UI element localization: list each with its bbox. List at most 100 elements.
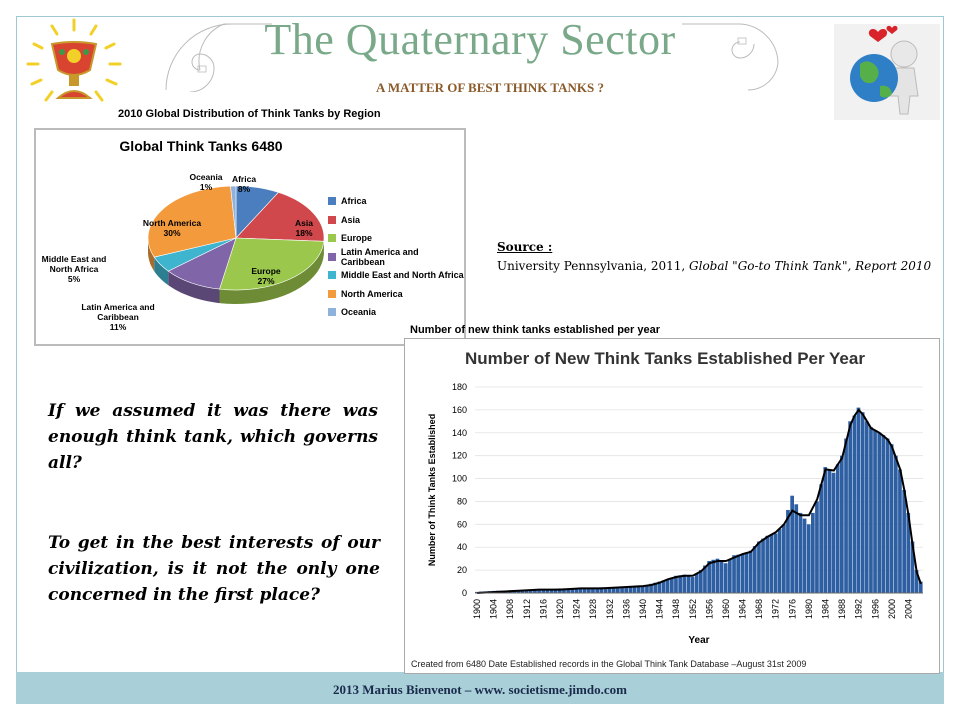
x-tick-label: 2000 (887, 599, 897, 619)
y-tick-label: 0 (462, 588, 467, 598)
y-axis-label: Number of Think Tanks Established (427, 414, 437, 566)
golden-spiral-icon (165, 23, 272, 92)
legend-swatch (328, 252, 336, 261)
bar (682, 574, 687, 593)
bar (761, 538, 765, 593)
pie-legend: Africa Asia Europe Latin America and Caribb… (328, 192, 464, 322)
bar (902, 490, 906, 593)
bar (636, 586, 641, 593)
bar (864, 421, 869, 593)
bar (545, 589, 550, 593)
bar (877, 432, 882, 593)
bar (549, 588, 554, 593)
bar (773, 533, 778, 593)
bar (616, 587, 620, 593)
bar (765, 535, 770, 593)
bar (852, 415, 857, 593)
pie-slice-label: Africa 8% (231, 174, 257, 194)
bar (794, 504, 799, 593)
bar (645, 585, 649, 593)
y-tick-label: 60 (457, 519, 467, 529)
bar (752, 546, 757, 593)
pie-slice-side (148, 238, 155, 272)
golden-chalice-icon (26, 18, 122, 102)
legend-swatch (328, 289, 336, 298)
bar (541, 589, 546, 593)
pie-legend-item: Latin America and Caribbean (328, 247, 464, 267)
legend-label: Europe (341, 233, 373, 244)
bar (835, 464, 840, 594)
bar (790, 495, 794, 593)
bar-chart-note: Created from 6480 Date Established recor… (411, 659, 807, 669)
bar (674, 575, 678, 593)
x-tick-label: 1936 (621, 599, 631, 619)
y-tick-label: 20 (457, 565, 467, 575)
bar (558, 588, 562, 593)
pie-slice-europe (219, 237, 325, 291)
footer-bar (16, 672, 944, 704)
pie-slice-label: Asia 18% (295, 218, 313, 238)
pie-chart-title: Global Think Tanks 6480 (119, 138, 283, 154)
bar (595, 587, 599, 593)
bar (740, 554, 745, 593)
bar (570, 588, 575, 593)
bar (516, 590, 521, 593)
bar (533, 589, 537, 593)
bar (831, 472, 836, 593)
bar (694, 573, 699, 593)
x-tick-label: 1984 (821, 599, 831, 619)
bar (599, 587, 604, 593)
bar (889, 444, 894, 593)
pie-legend-item: Asia (328, 211, 464, 230)
x-tick-label: 1956 (704, 599, 714, 619)
legend-swatch (328, 271, 336, 280)
pie-slice-label: North America 30% (142, 218, 202, 238)
pie-slice-label: Middle East and North Africa 5% (41, 254, 107, 284)
question-1: If we assumed it was there was enough th… (48, 401, 378, 473)
bar (786, 510, 790, 593)
pie-slice-label: Oceania 1% (189, 172, 223, 192)
pie-caption: 2010 Global Distribution of Think Tanks … (118, 108, 381, 120)
legend-label: Asia (341, 214, 361, 225)
y-tick-label: 100 (452, 474, 467, 484)
bar (711, 559, 716, 593)
y-tick-label: 160 (452, 405, 467, 415)
bar (665, 579, 670, 593)
bar (848, 421, 852, 593)
legend-label: Middle East and North Africa (341, 270, 464, 281)
source-label: Source : (497, 240, 553, 254)
x-tick-label: 1912 (522, 599, 532, 619)
bar (777, 528, 782, 593)
y-tick-label: 140 (452, 428, 467, 438)
bar (869, 427, 873, 593)
bar (537, 589, 541, 593)
pie-slice-side (219, 241, 324, 304)
bar (744, 552, 749, 593)
x-tick-label: 1952 (688, 599, 698, 619)
bar (707, 561, 711, 593)
bar (678, 575, 682, 593)
trend-line (477, 408, 922, 594)
bar (815, 501, 819, 593)
pie-slice-label: Europe 27% (251, 266, 281, 286)
bar (649, 583, 653, 593)
bar (719, 561, 724, 593)
bar (873, 430, 877, 593)
bar (607, 587, 612, 593)
y-tick-label: 40 (457, 542, 467, 552)
bar (732, 555, 736, 593)
bar (806, 524, 811, 593)
bar (578, 588, 583, 593)
x-tick-label: 1928 (588, 599, 598, 619)
bar (574, 588, 579, 593)
bar (881, 435, 886, 593)
bar (657, 581, 662, 593)
bar (918, 581, 923, 593)
x-tick-label: 1924 (572, 599, 582, 619)
bar (628, 586, 633, 593)
person-hugging-globe-icon (834, 24, 940, 120)
pie-legend-item: Europe (328, 229, 464, 248)
bar (582, 588, 587, 593)
y-tick-label: 180 (452, 382, 467, 392)
bar (728, 559, 732, 593)
